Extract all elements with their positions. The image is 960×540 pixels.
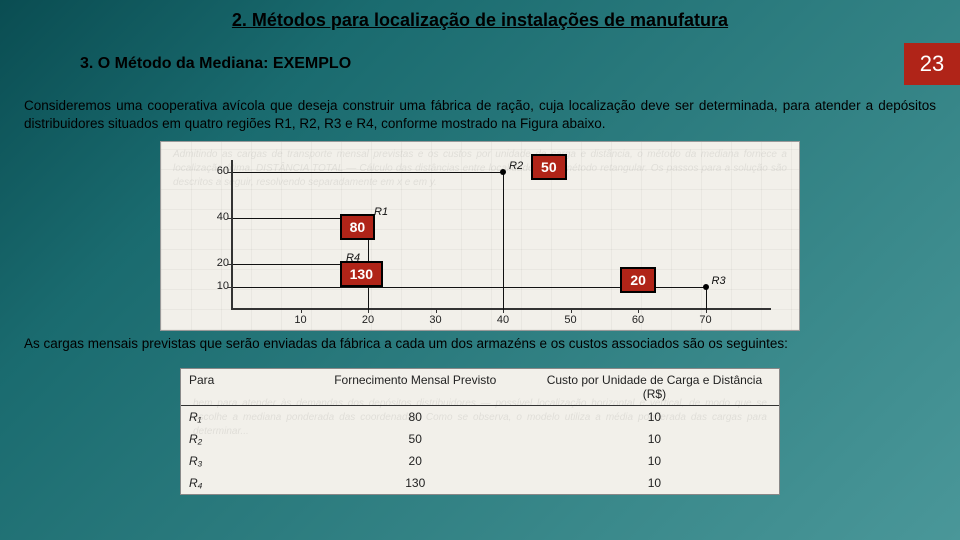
x-tick-label: 40 xyxy=(491,314,515,326)
point-label: R2 xyxy=(509,160,523,172)
table-cell: 50 xyxy=(301,428,530,450)
table-row: R₄13010 xyxy=(181,472,779,494)
table-row: R₂5010 xyxy=(181,428,779,450)
chart-container: Admitindo as cargas de transporte mensal… xyxy=(0,141,960,331)
point-label: R1 xyxy=(374,206,388,218)
value-badge: 50 xyxy=(531,154,567,180)
col-header-fornecimento: Fornecimento Mensal Previsto xyxy=(301,369,530,405)
table-container: bem para atender às demandas dos depósit… xyxy=(0,368,960,495)
table-cell: 10 xyxy=(530,450,779,472)
y-tick-label: 40 xyxy=(205,211,229,223)
table-cell: R₄ xyxy=(181,472,301,494)
x-tick-mark xyxy=(638,308,639,313)
section-title: 2. Métodos para localização de instalaçõ… xyxy=(232,10,728,31)
y-tick-label: 20 xyxy=(205,257,229,269)
x-tick-label: 70 xyxy=(694,314,718,326)
chart-background: Admitindo as cargas de transporte mensal… xyxy=(160,141,800,331)
paragraph-table-intro: As cargas mensais previstas que serão en… xyxy=(0,331,960,361)
drop-line-vertical xyxy=(706,287,707,310)
data-point xyxy=(500,169,506,175)
x-tick-mark xyxy=(571,308,572,313)
data-point xyxy=(703,284,709,290)
table-cell: R₃ xyxy=(181,450,301,472)
x-tick-mark xyxy=(301,308,302,313)
page-number-badge: 23 xyxy=(904,43,960,85)
x-tick-label: 30 xyxy=(424,314,448,326)
x-tick-label: 50 xyxy=(559,314,583,326)
data-table: bem para atender às demandas dos depósit… xyxy=(180,368,780,495)
table-row: R₁8010 xyxy=(181,406,779,428)
y-tick-label: 60 xyxy=(205,165,229,177)
value-badge: 130 xyxy=(340,261,383,287)
x-tick-mark xyxy=(436,308,437,313)
table-cell: 10 xyxy=(530,406,779,428)
col-header-custo: Custo por Unidade de Carga e Distância (… xyxy=(530,369,779,405)
y-tick-label: 10 xyxy=(205,280,229,292)
scatter-plot: 1020406010203040506070R1R2R3R4 xyxy=(231,160,771,310)
x-tick-label: 10 xyxy=(289,314,313,326)
table-cell: R₁ xyxy=(181,406,301,428)
drop-line-vertical xyxy=(503,172,504,310)
subsection-title: 3. O Método da Mediana: EXEMPLO xyxy=(80,55,351,73)
table-cell: 80 xyxy=(301,406,530,428)
paragraph-intro: Consideremos uma cooperativa avícola que… xyxy=(0,93,960,141)
col-header-para: Para xyxy=(181,369,301,405)
value-badge: 80 xyxy=(340,214,376,240)
table-cell: 10 xyxy=(530,428,779,450)
table-cell: R₂ xyxy=(181,428,301,450)
table-cell: 20 xyxy=(301,450,530,472)
table-cell: 130 xyxy=(301,472,530,494)
point-label: R3 xyxy=(712,275,726,287)
table-row: R₃2010 xyxy=(181,450,779,472)
table-header-row: Para Fornecimento Mensal Previsto Custo … xyxy=(181,369,779,406)
x-tick-label: 20 xyxy=(356,314,380,326)
drop-line-horizontal xyxy=(233,172,503,173)
value-badge: 20 xyxy=(620,267,656,293)
table-cell: 10 xyxy=(530,472,779,494)
x-tick-label: 60 xyxy=(626,314,650,326)
